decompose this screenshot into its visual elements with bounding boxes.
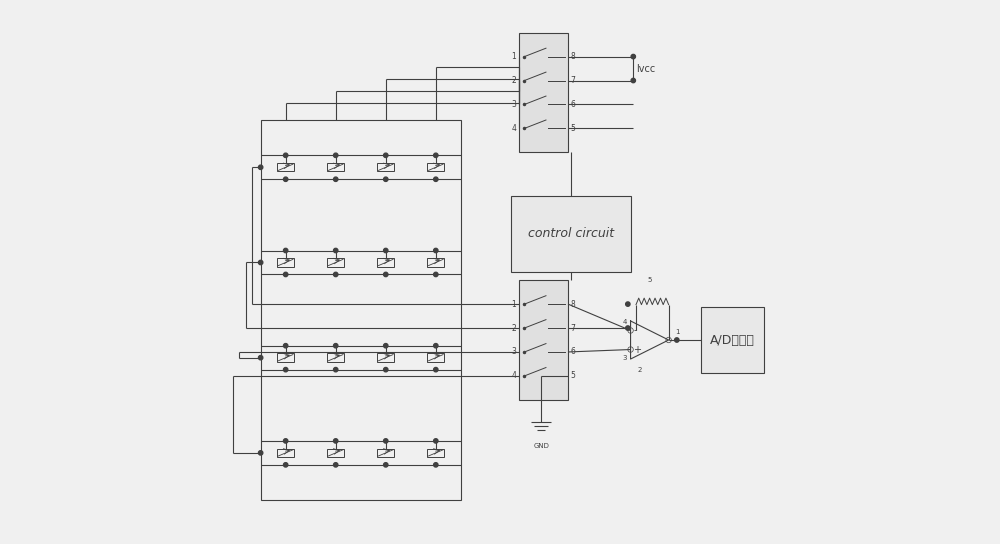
Text: 8: 8: [571, 300, 575, 308]
Bar: [427, 354, 444, 362]
Text: 4: 4: [623, 319, 627, 325]
Text: -: -: [633, 325, 637, 336]
Circle shape: [283, 153, 288, 158]
Circle shape: [384, 438, 388, 443]
Circle shape: [258, 165, 263, 170]
Text: 7: 7: [571, 76, 576, 85]
Bar: [277, 163, 294, 171]
Text: control circuit: control circuit: [528, 227, 614, 240]
Circle shape: [384, 248, 388, 252]
Bar: [377, 449, 394, 457]
Circle shape: [258, 261, 263, 265]
Circle shape: [283, 344, 288, 348]
Text: 4: 4: [511, 372, 516, 380]
Circle shape: [283, 273, 288, 277]
Circle shape: [384, 273, 388, 277]
Bar: [261, 120, 461, 500]
Circle shape: [283, 462, 288, 467]
Circle shape: [334, 344, 338, 348]
Text: 2: 2: [512, 76, 516, 85]
Text: 3: 3: [511, 100, 516, 109]
Text: 5: 5: [647, 277, 652, 283]
Circle shape: [334, 368, 338, 372]
Circle shape: [675, 338, 679, 342]
Bar: [511, 196, 631, 272]
Text: 2: 2: [512, 324, 516, 332]
Text: 3: 3: [511, 348, 516, 356]
Circle shape: [258, 356, 263, 360]
Circle shape: [434, 438, 438, 443]
Circle shape: [334, 177, 338, 182]
Circle shape: [434, 368, 438, 372]
Bar: [327, 449, 344, 457]
Circle shape: [434, 153, 438, 158]
Circle shape: [626, 302, 630, 306]
Bar: [519, 33, 568, 152]
Circle shape: [384, 177, 388, 182]
Circle shape: [384, 462, 388, 467]
Text: 5: 5: [571, 124, 576, 133]
Text: 6: 6: [571, 348, 576, 356]
Bar: [427, 258, 444, 267]
Text: 8: 8: [571, 52, 575, 61]
Circle shape: [434, 177, 438, 182]
Circle shape: [434, 462, 438, 467]
Bar: [427, 163, 444, 171]
Text: 3: 3: [623, 355, 627, 361]
Bar: [377, 354, 394, 362]
Bar: [377, 163, 394, 171]
Circle shape: [283, 248, 288, 252]
Text: 5: 5: [571, 372, 576, 380]
Bar: [427, 449, 444, 457]
Text: lvcc: lvcc: [636, 64, 655, 73]
Bar: [327, 354, 344, 362]
Text: 4: 4: [511, 124, 516, 133]
Text: A/D转换器: A/D转换器: [710, 333, 755, 347]
Circle shape: [334, 273, 338, 277]
Bar: [701, 307, 764, 373]
Bar: [277, 449, 294, 457]
Circle shape: [334, 248, 338, 252]
Bar: [377, 258, 394, 267]
Text: +: +: [633, 344, 641, 355]
Bar: [327, 258, 344, 267]
Circle shape: [434, 248, 438, 252]
Bar: [277, 258, 294, 267]
Circle shape: [283, 368, 288, 372]
Circle shape: [334, 438, 338, 443]
Circle shape: [334, 153, 338, 158]
Text: 2: 2: [638, 367, 642, 373]
Text: 7: 7: [571, 324, 576, 332]
Circle shape: [384, 344, 388, 348]
Circle shape: [384, 368, 388, 372]
Text: 1: 1: [675, 329, 680, 335]
Text: 1: 1: [512, 300, 516, 308]
Circle shape: [631, 78, 635, 83]
Text: 6: 6: [571, 100, 576, 109]
Text: GND: GND: [533, 443, 549, 449]
Circle shape: [334, 462, 338, 467]
Circle shape: [384, 153, 388, 158]
Bar: [327, 163, 344, 171]
Circle shape: [434, 273, 438, 277]
Bar: [277, 354, 294, 362]
Circle shape: [283, 177, 288, 182]
Circle shape: [631, 54, 635, 59]
Circle shape: [434, 344, 438, 348]
Bar: [519, 280, 568, 400]
Text: 1: 1: [512, 52, 516, 61]
Circle shape: [283, 438, 288, 443]
Circle shape: [258, 450, 263, 455]
Circle shape: [626, 326, 630, 330]
